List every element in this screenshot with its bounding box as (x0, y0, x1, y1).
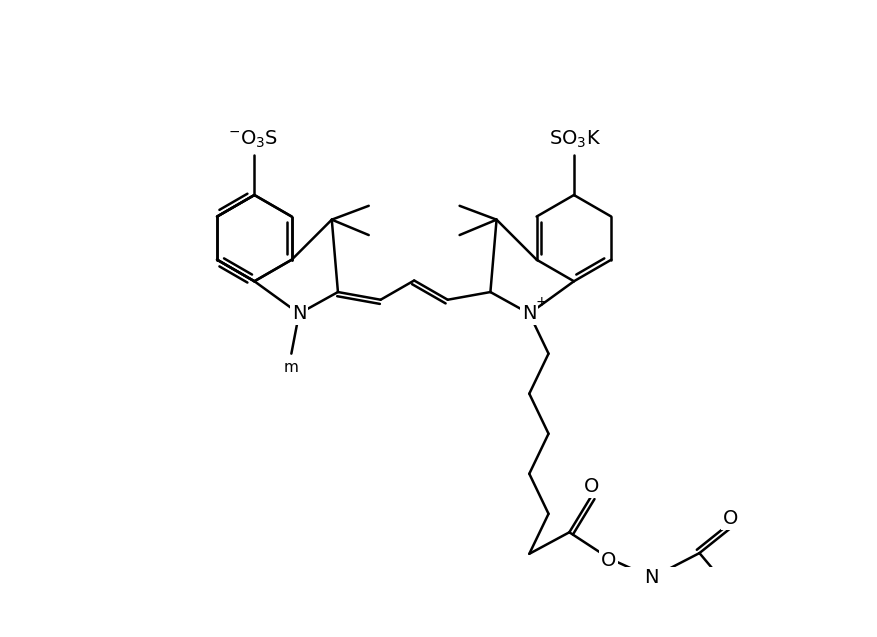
Text: N: N (291, 304, 306, 323)
Text: O: O (583, 476, 599, 496)
Text: O: O (723, 509, 738, 528)
Text: N: N (644, 568, 659, 587)
Text: $^{-}$O$_3$S: $^{-}$O$_3$S (227, 129, 278, 150)
Text: N: N (645, 569, 659, 589)
Text: $^{-}$O$_3$S: $^{-}$O$_3$S (227, 129, 278, 150)
Text: O: O (583, 476, 599, 496)
Text: m: m (283, 360, 298, 375)
Text: +: + (535, 295, 546, 309)
Text: O: O (600, 550, 616, 569)
Text: O: O (600, 550, 616, 569)
Text: SO$_3$K: SO$_3$K (549, 129, 601, 150)
Text: N: N (522, 304, 536, 323)
Text: O: O (723, 509, 738, 528)
Text: SO$_3$K: SO$_3$K (549, 129, 601, 150)
